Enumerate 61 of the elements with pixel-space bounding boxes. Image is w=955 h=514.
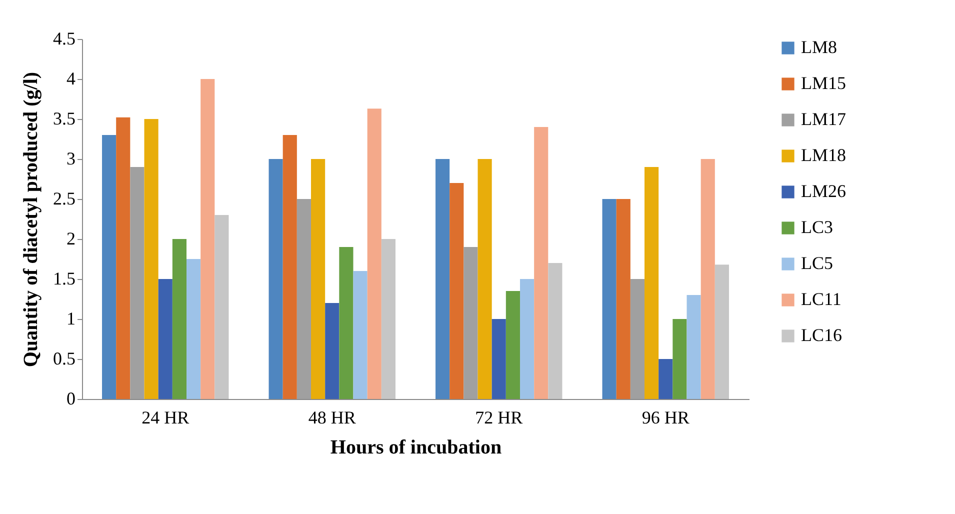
bar: [700, 159, 715, 399]
x-tick-label: 48 HR: [308, 408, 356, 428]
bar: [214, 215, 229, 399]
bar: [381, 239, 396, 399]
y-tick-label: 3: [66, 148, 76, 168]
x-tick-label: 24 HR: [142, 408, 190, 428]
bar: [464, 247, 478, 399]
bar: [506, 291, 520, 399]
y-axis-title: Quantity of diacetyl produced (g/l): [20, 72, 42, 368]
legend-label: LC16: [801, 325, 842, 345]
legend-label: LC5: [801, 253, 834, 273]
bar: [630, 279, 645, 399]
bar: [367, 108, 382, 399]
bar: [325, 303, 340, 399]
legend-label: LC3: [801, 217, 834, 237]
x-tick-label: 96 HR: [642, 408, 690, 428]
bar: [658, 359, 673, 399]
y-tick-label: 1.5: [53, 268, 76, 288]
bar: [144, 119, 158, 399]
bar: [548, 263, 562, 399]
x-axis-title: Hours of incubation: [330, 436, 502, 458]
bar: [311, 159, 326, 399]
y-tick-label: 2: [66, 228, 76, 248]
bar: [492, 319, 506, 399]
bar: [268, 159, 283, 399]
bar: [102, 135, 116, 399]
legend-label: LM17: [801, 109, 846, 129]
y-tick-label: 4.5: [53, 28, 76, 48]
bar: [186, 259, 201, 399]
legend-label: LM26: [801, 181, 846, 201]
bar: [296, 199, 312, 399]
bar: [602, 199, 616, 399]
bar: [478, 159, 492, 399]
bar: [672, 319, 687, 399]
legend-label: LM8: [801, 37, 837, 57]
bar: [130, 167, 144, 399]
bar: [714, 264, 729, 399]
bar: [644, 167, 659, 399]
bar: [616, 199, 630, 399]
bar: [116, 117, 130, 399]
y-tick-label: 4: [66, 68, 76, 88]
bar: [172, 239, 186, 399]
bar: [686, 295, 701, 399]
y-tick-label: 3.5: [53, 108, 76, 128]
bar: [436, 159, 450, 399]
x-tick-label: 72 HR: [475, 408, 523, 428]
legend-label: LM15: [801, 73, 846, 93]
y-tick-label: 2.5: [53, 188, 76, 208]
bar: [520, 279, 534, 399]
legend-label: LC11: [801, 289, 842, 309]
bar: [534, 127, 548, 399]
bar: [282, 135, 297, 399]
bar: [158, 279, 172, 399]
legend-label: LM18: [801, 145, 846, 165]
y-tick-label: 0.5: [53, 348, 76, 368]
y-tick-label: 1: [66, 308, 76, 328]
bar: [450, 183, 464, 399]
bar: [200, 79, 215, 399]
y-tick-label: 0: [66, 388, 76, 408]
bar: [339, 247, 354, 399]
bar: [353, 271, 368, 399]
